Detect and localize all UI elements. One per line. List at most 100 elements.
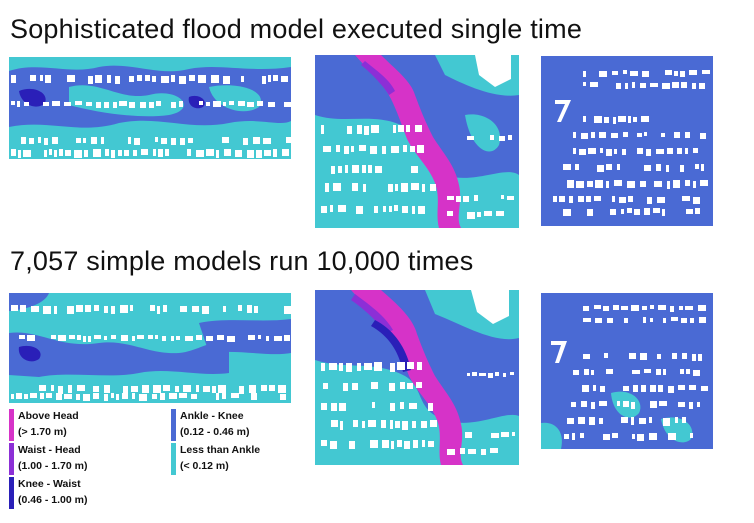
building-footprint <box>656 164 661 171</box>
building-footprint <box>625 83 628 89</box>
building-footprint <box>130 305 133 311</box>
building-footprint <box>131 386 138 392</box>
building-footprint <box>680 369 684 374</box>
building-footprint <box>149 102 154 108</box>
building-footprint <box>675 417 678 423</box>
building-footprint <box>699 317 706 323</box>
building-footprint <box>623 70 627 74</box>
building-footprint <box>94 305 99 311</box>
building-footprint <box>631 402 635 409</box>
building-footprint <box>40 393 44 399</box>
building-footprint <box>247 150 254 158</box>
building-footprint <box>56 393 62 400</box>
building-footprint <box>603 434 610 440</box>
building-footprint <box>363 184 366 192</box>
building-footprint <box>484 211 492 216</box>
building-footprint <box>640 353 647 360</box>
building-footprint <box>249 385 256 393</box>
building-footprint <box>389 206 392 212</box>
building-footprint <box>323 383 328 389</box>
building-footprint <box>456 196 461 202</box>
building-footprint <box>633 117 637 122</box>
building-footprint <box>649 433 657 440</box>
building-footprint <box>254 306 258 313</box>
building-footprint <box>411 166 418 173</box>
building-footprint <box>657 354 661 359</box>
building-footprint <box>11 101 15 105</box>
building-footprint <box>576 181 584 188</box>
building-footprint <box>93 149 101 157</box>
building-footprint <box>632 370 640 374</box>
building-footprint <box>559 196 565 202</box>
building-footprint <box>338 205 346 212</box>
building-footprint <box>21 137 26 144</box>
building-footprint <box>583 318 591 322</box>
building-footprint <box>665 70 672 75</box>
building-footprint <box>685 132 690 138</box>
building-footprint <box>104 336 107 340</box>
building-footprint <box>616 83 621 89</box>
building-footprint <box>395 421 400 428</box>
legend-label: Knee - Waist <box>18 478 81 490</box>
building-footprint <box>496 211 504 216</box>
building-footprint <box>472 372 477 376</box>
building-footprint <box>679 306 683 310</box>
building-footprint <box>591 402 595 409</box>
legend-range: (0.12 - 0.46 m) <box>180 426 250 438</box>
building-footprint <box>650 401 657 408</box>
building-footprint <box>593 385 596 391</box>
building-footprint <box>76 305 83 312</box>
building-footprint <box>340 421 343 430</box>
building-footprint <box>631 305 639 311</box>
building-footprint <box>69 335 75 339</box>
building-footprint <box>407 362 414 369</box>
building-footprint <box>567 418 574 424</box>
building-footprint <box>206 102 210 106</box>
building-footprint <box>129 76 134 82</box>
building-footprint <box>217 335 224 340</box>
building-footprint <box>411 183 419 190</box>
building-footprint <box>611 133 618 138</box>
building-footprint <box>124 150 129 156</box>
building-footprint <box>623 386 629 391</box>
building-footprint <box>563 164 571 170</box>
building-footprint <box>235 150 242 157</box>
building-footprint <box>128 137 131 144</box>
building-footprint <box>11 149 16 156</box>
legend-swatch <box>9 477 14 509</box>
building-footprint <box>368 420 376 427</box>
building-footprint <box>94 335 101 339</box>
building-footprint <box>508 135 512 140</box>
building-footprint <box>654 181 662 187</box>
building-footprint <box>656 369 661 375</box>
building-footprint <box>613 117 616 124</box>
building-footprint <box>624 318 628 323</box>
building-footprint <box>238 101 245 106</box>
building-footprint <box>499 136 505 141</box>
building-footprint <box>171 75 175 82</box>
building-footprint <box>595 180 603 188</box>
building-footprint <box>416 382 422 388</box>
building-footprint <box>111 335 116 339</box>
building-footprint <box>104 385 110 393</box>
building-footprint <box>465 432 472 438</box>
building-footprint <box>238 305 242 311</box>
building-footprint <box>183 385 191 392</box>
building-footprint <box>479 373 486 376</box>
building-footprint <box>153 385 161 393</box>
building-footprint <box>637 434 644 441</box>
building-footprint <box>44 150 47 157</box>
building-footprint <box>133 150 137 156</box>
building-footprint <box>359 145 366 151</box>
building-footprint <box>583 354 590 359</box>
building-footprint <box>323 146 331 152</box>
building-footprint <box>247 305 252 313</box>
building-footprint <box>321 440 327 446</box>
building-footprint <box>690 318 694 323</box>
building-footprint <box>693 148 698 153</box>
building-footprint <box>647 197 652 204</box>
building-footprint <box>351 146 354 152</box>
legend-range: (< 0.12 m) <box>180 460 229 472</box>
building-footprint <box>113 102 117 108</box>
building-footprint <box>642 71 649 77</box>
